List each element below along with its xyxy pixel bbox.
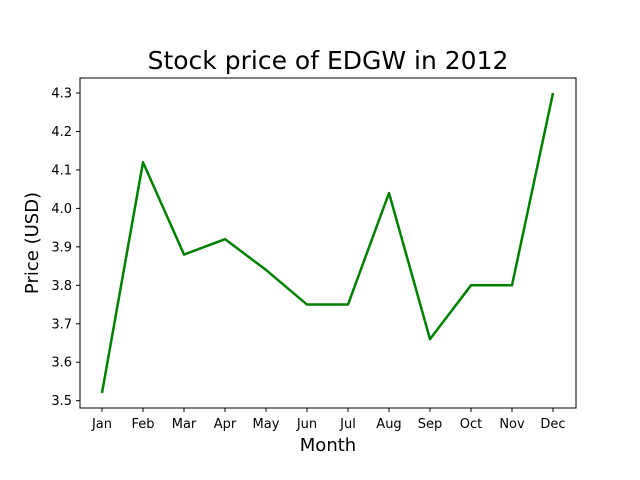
y-tick-label: 4.3 xyxy=(51,87,72,102)
y-tick-label: 3.5 xyxy=(51,394,72,409)
y-axis-label: Price (USD) xyxy=(22,192,43,294)
y-tick-label: 3.9 xyxy=(51,240,72,255)
chart-title: Stock price of EDGW in 2012 xyxy=(148,46,509,75)
y-tick-label: 3.6 xyxy=(51,356,72,371)
x-tick-label: Sep xyxy=(418,417,443,432)
x-tick-label: Mar xyxy=(172,417,197,432)
x-tick-label: Jan xyxy=(91,417,112,432)
x-axis-label: Month xyxy=(300,435,356,456)
y-axis-ticks: 3.5 3.6 3.7 3.8 3.9 4.0 4.1 4.2 4.3 xyxy=(51,87,80,409)
y-tick-label: 4.2 xyxy=(51,125,72,140)
plot-area-frame xyxy=(79,77,577,409)
y-tick-label: 3.8 xyxy=(51,279,72,294)
x-tick-label: Apr xyxy=(214,417,237,432)
x-tick-label: Jul xyxy=(339,417,356,432)
x-tick-label: Nov xyxy=(499,417,525,432)
y-tick-label: 3.7 xyxy=(51,317,72,332)
x-tick-label: May xyxy=(253,417,280,432)
x-tick-label: Oct xyxy=(460,417,482,432)
x-tick-label: Feb xyxy=(131,417,154,432)
y-tick-label: 4.0 xyxy=(51,202,72,217)
y-tick-label: 4.1 xyxy=(51,163,72,178)
x-tick-label: Aug xyxy=(376,417,401,432)
x-tick-label: Jun xyxy=(296,417,317,432)
x-axis-ticks: Jan Feb Mar Apr May Jun Jul Aug Sep Oct Nov Dec xyxy=(91,408,566,432)
series-line xyxy=(100,92,555,394)
x-tick-label: Dec xyxy=(540,417,565,432)
